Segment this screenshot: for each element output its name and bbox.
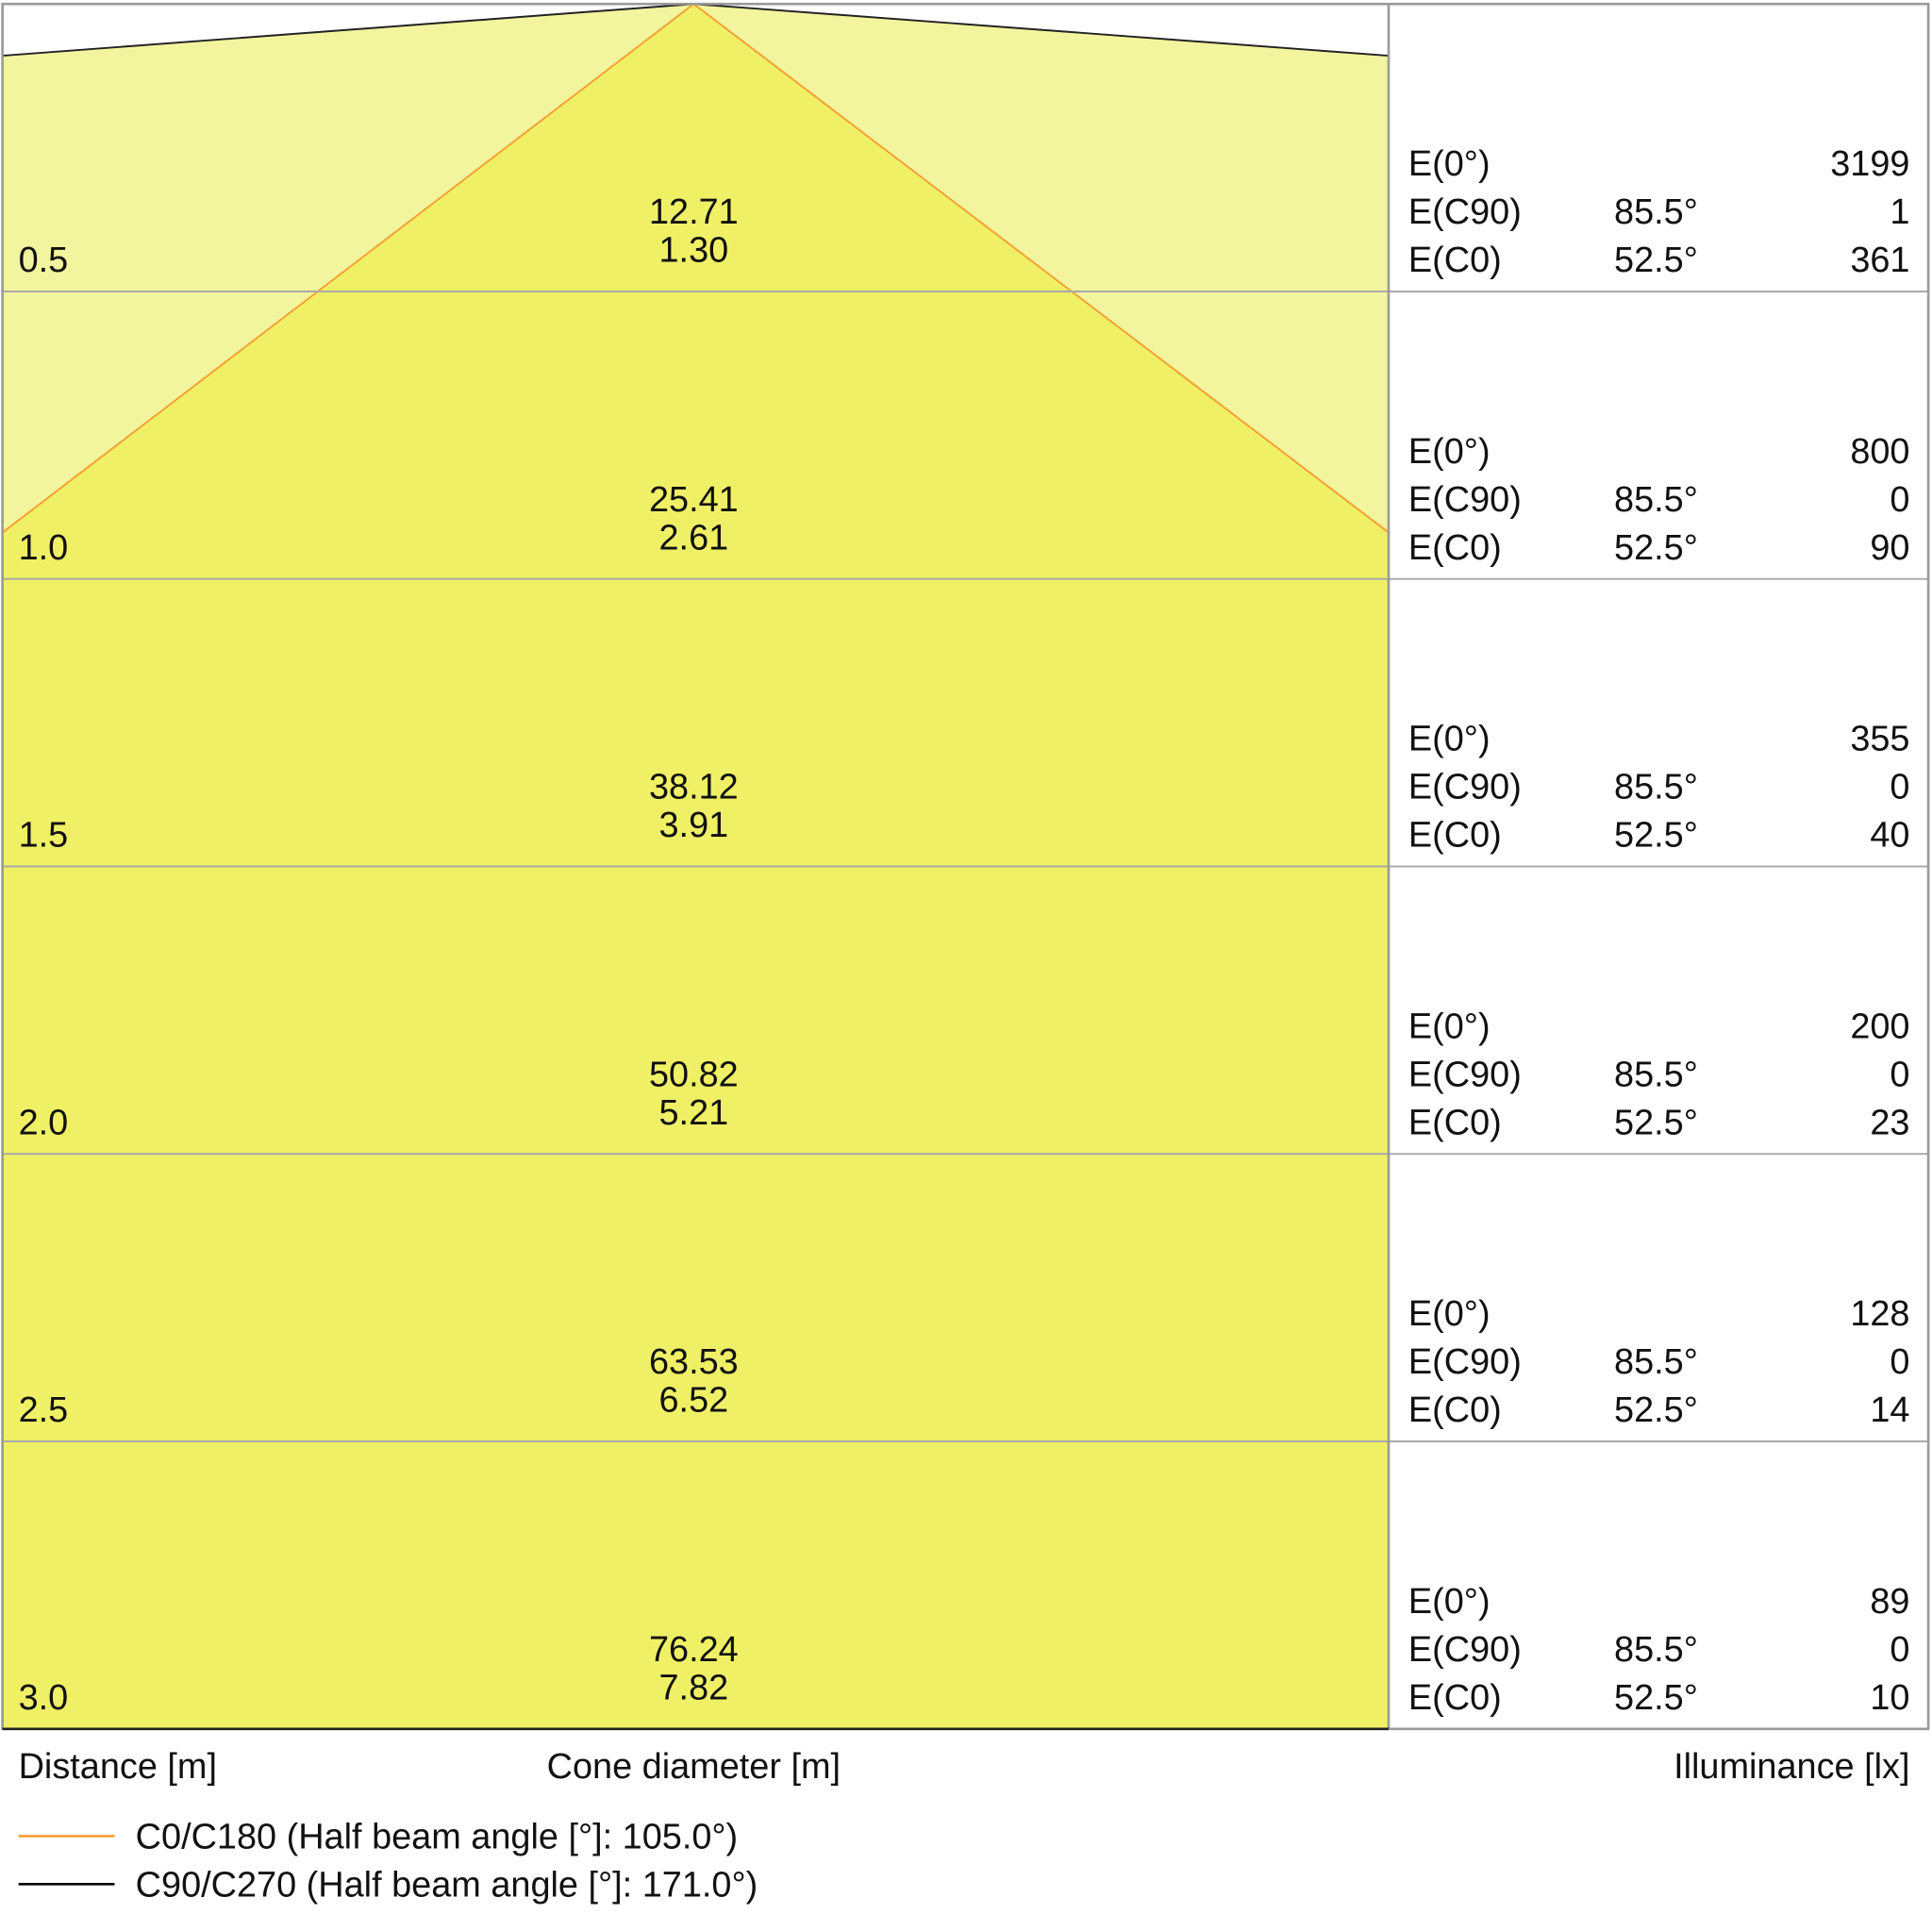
cone-value: 7.82: [659, 1668, 729, 1707]
illuminance-value: 3199: [1830, 144, 1909, 184]
illuminance-angle: 85.5°: [1614, 1630, 1698, 1670]
legend: C0/C180 (Half beam angle [°]: 105.0°) C90…: [18, 1817, 758, 1905]
illuminance-label: E(0°): [1408, 432, 1491, 472]
illuminance-value: 23: [1870, 1103, 1909, 1142]
illuminance-value: 90: [1870, 528, 1909, 568]
illuminance-label: E(C90): [1408, 1342, 1522, 1382]
illuminance-angle: 52.5°: [1614, 1103, 1698, 1142]
illuminance-label: E(C0): [1408, 816, 1502, 856]
illuminance-value: 89: [1870, 1582, 1909, 1622]
illuminance-label: E(C90): [1408, 768, 1522, 807]
illuminance-label: E(C90): [1408, 192, 1522, 232]
illuminance-label: E(0°): [1408, 144, 1491, 184]
cone-value: 63.53: [649, 1342, 739, 1382]
footer-illuminance: Illuminance [lx]: [1674, 1747, 1909, 1787]
illuminance-angle: 85.5°: [1614, 192, 1698, 232]
illuminance-angle: 52.5°: [1614, 1678, 1698, 1718]
illuminance-label: E(C0): [1408, 1103, 1502, 1142]
legend-label: C90/C270 (Half beam angle [°]: 171.0°): [136, 1865, 758, 1905]
legend-label: C0/C180 (Half beam angle [°]: 105.0°): [136, 1817, 738, 1856]
illuminance-value: 0: [1890, 1342, 1909, 1382]
distance-label: 3.0: [19, 1678, 69, 1718]
illuminance-value: 1: [1890, 192, 1909, 232]
illuminance-label: E(C0): [1408, 1390, 1502, 1430]
illuminance-value: 200: [1850, 1007, 1909, 1046]
rows: 0.5 12.711.30 E(0°) 3199 E(C90) 85.5° 1 E(C0) 52…: [2, 144, 1929, 1718]
illuminance-label: E(0°): [1408, 1294, 1491, 1334]
distance-label: 2.0: [19, 1103, 69, 1142]
illuminance-value: 0: [1890, 1630, 1909, 1670]
illuminance-value: 355: [1850, 720, 1909, 759]
illuminance-angle: 85.5°: [1614, 1055, 1698, 1094]
illuminance-value: 40: [1870, 816, 1909, 856]
footer-cone: Cone diameter [m]: [547, 1747, 841, 1787]
illuminance-value: 0: [1890, 480, 1909, 520]
distance-label: 1.5: [19, 816, 69, 856]
illuminance-angle: 52.5°: [1614, 241, 1698, 280]
cone-value: 12.71: [649, 192, 739, 232]
illuminance-angle: 85.5°: [1614, 1342, 1698, 1382]
illuminance-label: E(0°): [1408, 1582, 1491, 1622]
cone-value: 38.12: [649, 768, 739, 807]
cone-value: 5.21: [659, 1093, 729, 1133]
cone-value: 6.52: [659, 1381, 729, 1421]
illuminance-angle: 52.5°: [1614, 528, 1698, 568]
illuminance-angle: 52.5°: [1614, 1390, 1698, 1430]
illuminance-value: 10: [1870, 1678, 1909, 1718]
illuminance-value: 0: [1890, 1055, 1909, 1094]
illuminance-label: E(C90): [1408, 480, 1522, 520]
illuminance-label: E(0°): [1408, 720, 1491, 759]
distance-label: 0.5: [19, 241, 69, 280]
illuminance-value: 0: [1890, 768, 1909, 807]
cone-value: 2.61: [659, 518, 729, 558]
footer-distance: Distance [m]: [19, 1747, 217, 1787]
cone-value: 3.91: [659, 806, 729, 845]
illuminance-angle: 85.5°: [1614, 768, 1698, 807]
illuminance-value: 14: [1870, 1390, 1909, 1430]
illuminance-angle: 85.5°: [1614, 480, 1698, 520]
cone-value: 25.41: [649, 480, 739, 520]
illuminance-label: E(C90): [1408, 1630, 1522, 1670]
illuminance-value: 361: [1850, 241, 1909, 280]
illuminance-label: E(0°): [1408, 1007, 1491, 1046]
distance-label: 1.0: [19, 528, 69, 568]
illuminance-label: E(C90): [1408, 1055, 1522, 1094]
cone-value: 1.30: [659, 231, 729, 271]
cone-value: 76.24: [649, 1630, 739, 1670]
illuminance-value: 800: [1850, 432, 1909, 472]
illuminance-label: E(C0): [1408, 1678, 1502, 1718]
illuminance-label: E(C0): [1408, 528, 1502, 568]
distance-label: 2.5: [19, 1390, 69, 1430]
illuminance-label: E(C0): [1408, 241, 1502, 280]
illuminance-value: 128: [1850, 1294, 1909, 1334]
cone-value: 50.82: [649, 1055, 739, 1094]
illuminance-angle: 52.5°: [1614, 816, 1698, 856]
